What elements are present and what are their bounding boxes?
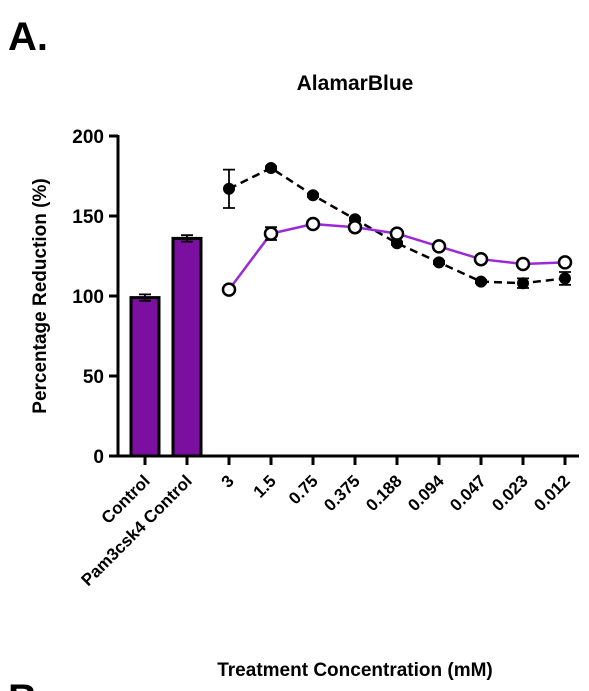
- data-point: [223, 182, 235, 195]
- data-point: [347, 219, 363, 235]
- bar: [129, 296, 161, 458]
- data-point: [307, 189, 319, 202]
- data-point: [431, 239, 447, 254]
- x-tick-label: 1.5: [250, 471, 280, 501]
- data-point: [265, 162, 277, 174]
- data-point: [221, 282, 237, 297]
- x-tick-label: 0.75: [285, 471, 322, 508]
- series-line: [228, 166, 566, 285]
- data-point: [557, 255, 573, 270]
- error-bar: [181, 234, 193, 243]
- y-tick-label: 100: [72, 287, 104, 308]
- y-tick-label: 150: [72, 207, 104, 228]
- data-point: [263, 226, 279, 241]
- x-tick-label: 0.375: [320, 471, 364, 515]
- chart-title: AlamarBlue: [297, 72, 414, 95]
- x-tick-label: 0.047: [446, 471, 490, 515]
- data-point: [305, 216, 321, 232]
- data-point: [389, 226, 405, 241]
- error-bar: [139, 293, 151, 302]
- y-tick-label: 0: [93, 447, 104, 468]
- data-point: [517, 277, 529, 290]
- y-tick-label: 50: [83, 367, 104, 388]
- data-point: [475, 275, 487, 288]
- data-point: [473, 251, 489, 267]
- data-point: [559, 272, 571, 285]
- panel-label: B: [8, 677, 37, 691]
- x-tick-label: 0.023: [488, 471, 532, 515]
- x-tick-label: 0.012: [530, 471, 574, 515]
- panel-label: A.: [8, 15, 48, 59]
- x-tick-label: 0.188: [362, 471, 406, 515]
- x-tick-label: 3: [218, 471, 238, 491]
- x-axis-label: Treatment Concentration (mM): [217, 660, 493, 681]
- y-tick-label: 200: [72, 127, 104, 148]
- data-point: [515, 256, 531, 272]
- bar: [171, 236, 203, 458]
- data-point: [433, 256, 445, 269]
- y-axis-label: Percentage Reduction (%): [30, 178, 51, 413]
- x-tick-label: 0.094: [404, 471, 448, 515]
